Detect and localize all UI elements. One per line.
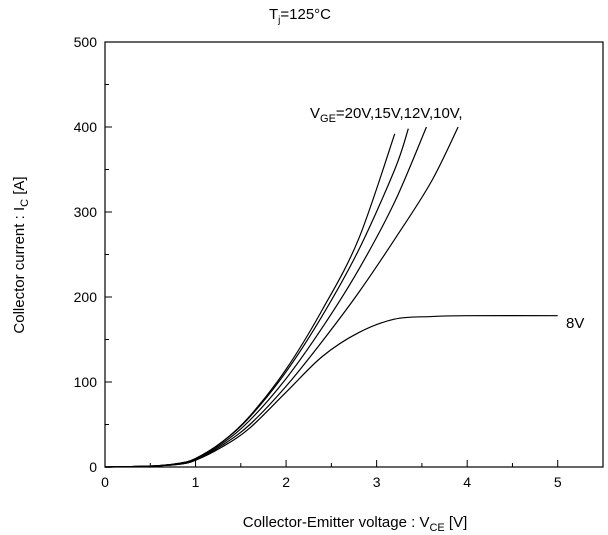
y-tick-label: 500 bbox=[74, 34, 98, 50]
x-tick-label: 0 bbox=[101, 474, 109, 490]
y-tick-label: 400 bbox=[74, 119, 98, 135]
series-group bbox=[104, 126, 558, 468]
x-axis-label: Collector-Emitter voltage : VCE [V] bbox=[243, 514, 468, 534]
x-tick-label: 5 bbox=[554, 474, 562, 490]
series-line-5 bbox=[104, 315, 558, 468]
y-tick-label: 100 bbox=[74, 374, 98, 390]
x-tick-label: 3 bbox=[373, 474, 381, 490]
vge-annotation: VGE=20V,15V,12V,10V, bbox=[310, 105, 463, 125]
chart-title: Tj=125°C bbox=[269, 6, 331, 26]
y-tick-label: 0 bbox=[89, 459, 97, 475]
y-axis-label: Collector current : IC [A] bbox=[11, 176, 31, 333]
x-tick-label: 4 bbox=[463, 474, 471, 490]
x-tick-label: 2 bbox=[282, 474, 290, 490]
series-line-3 bbox=[104, 126, 427, 468]
annotation-8v: 8V bbox=[566, 315, 584, 332]
axis-ticks bbox=[104, 41, 559, 468]
tick-labels: 0 1 2 3 4 5 0 100 200 300 400 500 bbox=[74, 34, 562, 490]
y-tick-label: 200 bbox=[74, 289, 98, 305]
x-tick-label: 1 bbox=[192, 474, 200, 490]
y-tick-label: 300 bbox=[74, 204, 98, 220]
series-line-2 bbox=[104, 128, 409, 468]
